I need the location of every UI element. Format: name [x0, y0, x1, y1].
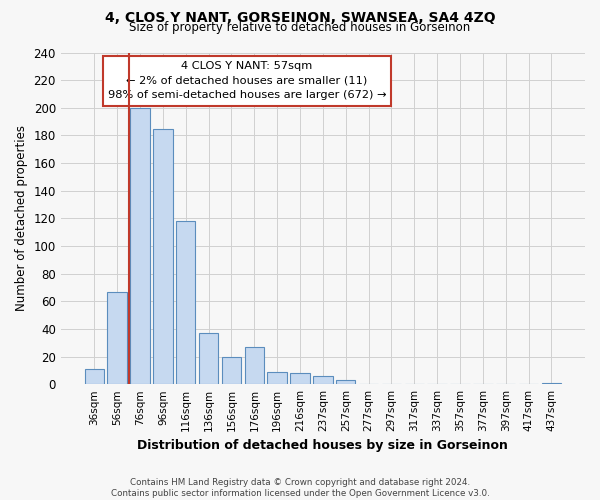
Text: Size of property relative to detached houses in Gorseinon: Size of property relative to detached ho…	[130, 21, 470, 34]
Text: 4 CLOS Y NANT: 57sqm
← 2% of detached houses are smaller (11)
98% of semi-detach: 4 CLOS Y NANT: 57sqm ← 2% of detached ho…	[107, 61, 386, 100]
Text: Contains HM Land Registry data © Crown copyright and database right 2024.
Contai: Contains HM Land Registry data © Crown c…	[110, 478, 490, 498]
Text: 4, CLOS Y NANT, GORSEINON, SWANSEA, SA4 4ZQ: 4, CLOS Y NANT, GORSEINON, SWANSEA, SA4 …	[104, 12, 496, 26]
Bar	[176, 221, 196, 384]
Bar	[245, 347, 264, 384]
Bar	[313, 376, 332, 384]
X-axis label: Distribution of detached houses by size in Gorseinon: Distribution of detached houses by size …	[137, 440, 508, 452]
Bar	[290, 373, 310, 384]
Bar	[130, 108, 150, 384]
Y-axis label: Number of detached properties: Number of detached properties	[15, 126, 28, 312]
Bar	[85, 369, 104, 384]
Bar	[107, 292, 127, 384]
Bar	[336, 380, 355, 384]
Bar	[542, 383, 561, 384]
Bar	[222, 356, 241, 384]
Bar	[153, 128, 173, 384]
Bar	[199, 333, 218, 384]
Bar	[268, 372, 287, 384]
